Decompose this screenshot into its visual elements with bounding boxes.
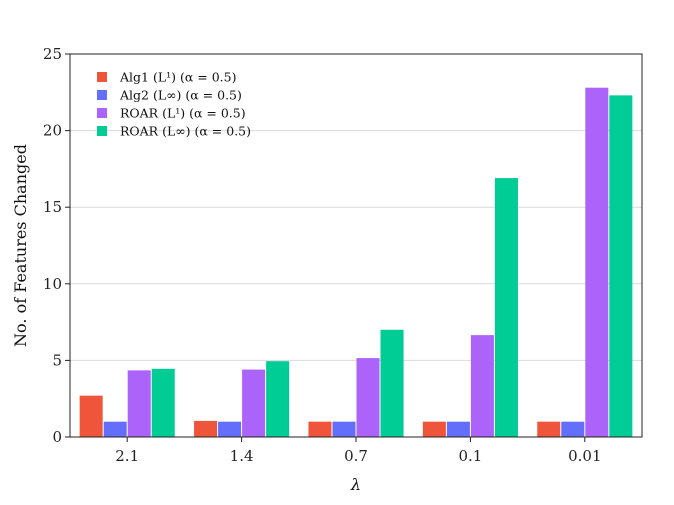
bar: [609, 95, 633, 437]
legend-swatch: [97, 72, 107, 82]
bar: [266, 361, 290, 437]
legend-swatch: [97, 108, 107, 118]
bar: [356, 358, 380, 437]
bar: [79, 395, 103, 437]
x-tick-label: 0.1: [458, 447, 482, 465]
legend-label: Alg1 (L¹) (α = 0.5): [119, 70, 237, 85]
bar: [494, 178, 518, 438]
bar: [127, 370, 151, 437]
bar: [422, 421, 446, 437]
bar: [103, 421, 127, 437]
legend-swatch: [97, 90, 107, 100]
legend-swatch: [97, 126, 107, 136]
x-axis-label: λ: [350, 475, 361, 494]
bar: [218, 421, 242, 437]
bar: [537, 421, 561, 437]
bar: [470, 335, 494, 437]
bars: [79, 87, 633, 438]
legend: Alg1 (L¹) (α = 0.5) Alg2 (L∞) (α = 0.5) RO…: [97, 70, 251, 139]
y-tick-label: 5: [52, 351, 62, 369]
bar: [194, 420, 218, 437]
bar: [332, 421, 356, 437]
x-tick-label: 1.4: [230, 447, 254, 465]
legend-label: Alg2 (L∞) (α = 0.5): [119, 88, 242, 103]
legend-label: ROAR (L∞) (α = 0.5): [120, 124, 251, 139]
bar: [380, 329, 404, 437]
x-axis: 2.1 1.4 0.7 0.1 0.01: [115, 437, 602, 465]
bar: [308, 421, 332, 437]
bar: [446, 421, 470, 437]
legend-label: ROAR (L¹) (α = 0.5): [120, 106, 246, 121]
bar: [151, 368, 175, 437]
y-tick-label: 20: [43, 122, 62, 140]
y-tick-label: 15: [43, 198, 62, 216]
x-tick-label: 0.7: [344, 447, 368, 465]
y-axis: 0 5 10 15 20 25: [43, 45, 70, 446]
y-tick-label: 10: [43, 275, 62, 293]
x-tick-label: 0.01: [568, 447, 601, 465]
y-tick-label: 25: [43, 45, 62, 63]
bar: [585, 87, 609, 437]
bar: [242, 369, 266, 437]
x-tick-label: 2.1: [115, 447, 139, 465]
y-axis-label: No. of Features Changed: [11, 144, 30, 347]
y-tick-label: 0: [52, 428, 62, 446]
bar: [561, 421, 585, 437]
